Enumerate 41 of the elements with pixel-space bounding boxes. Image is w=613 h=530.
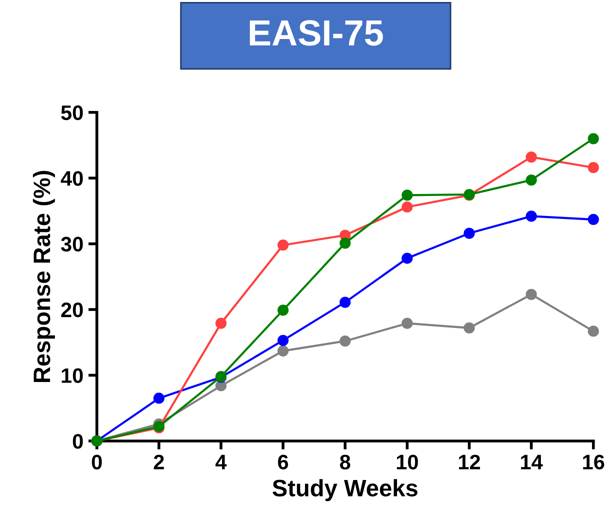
point (277, 334, 289, 346)
point (402, 190, 413, 201)
point (402, 201, 413, 213)
x-tick-label: 4 (216, 454, 227, 470)
point (402, 318, 413, 329)
point (340, 296, 351, 308)
y-tick-label: 20 (61, 302, 83, 318)
point (464, 322, 475, 334)
x-tick-label: 0 (92, 454, 102, 470)
point (277, 304, 289, 316)
y-tick-label: 30 (60, 236, 83, 252)
y-tick-label: 10 (62, 368, 83, 383)
x-tick-label: 10 (396, 454, 418, 470)
y-tick-label: 50 (61, 105, 83, 120)
x-tick-label: 2 (154, 454, 164, 470)
point (588, 214, 599, 226)
chart-title: EASI-75 (250, 20, 383, 46)
y-axis-title: Response Rate (%) (32, 170, 55, 382)
point (277, 345, 289, 356)
x-tick-label: 16 (583, 454, 604, 470)
point (340, 336, 351, 347)
y-tick-label: 40 (60, 171, 83, 186)
point (588, 162, 599, 174)
point (526, 288, 537, 300)
point (340, 238, 351, 249)
point (526, 210, 537, 222)
point (588, 133, 599, 144)
x-tick-label: 14 (521, 454, 543, 470)
point (464, 228, 475, 239)
point (215, 318, 227, 329)
x-axis-title: Study Weeks (272, 479, 418, 502)
point (277, 240, 289, 251)
x-tick-label: 12 (458, 454, 480, 470)
y-tick-label: 0 (72, 434, 83, 449)
point (526, 151, 537, 163)
point (153, 392, 164, 404)
point (588, 326, 599, 337)
point (402, 252, 413, 264)
point (526, 174, 537, 186)
x-tick-label: 6 (278, 454, 288, 470)
x-tick-label: 8 (340, 454, 350, 470)
